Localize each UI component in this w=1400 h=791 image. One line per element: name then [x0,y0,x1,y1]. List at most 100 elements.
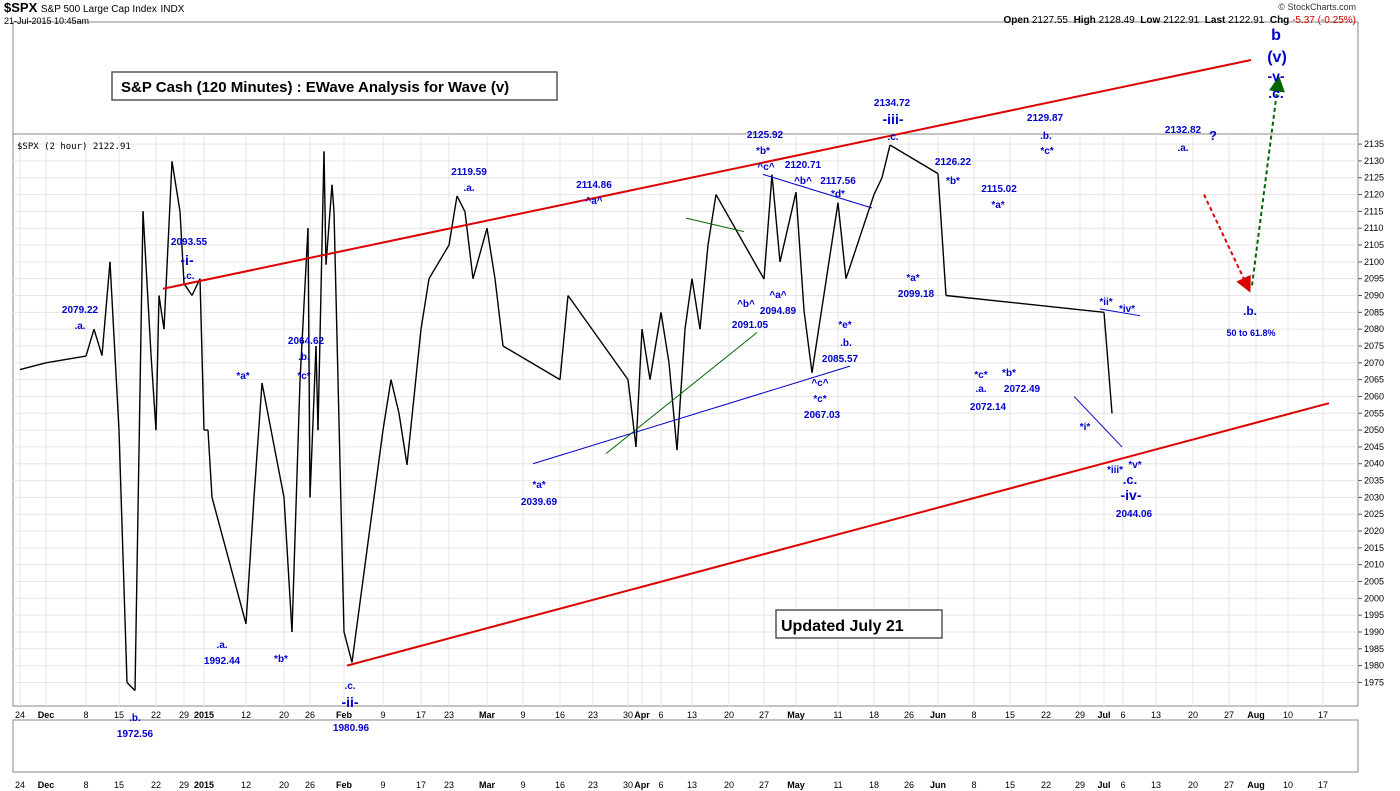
x-tick-label-lower: 6 [658,780,663,790]
chg-label: Chg [1269,15,1290,26]
updated-label: Updated July 21 [781,618,904,635]
y-tick-label: 2020 [1364,526,1384,536]
blue-trendline [532,365,851,465]
price-segment [134,211,144,691]
price-segment [627,379,637,448]
price-segment [163,161,173,330]
wave-annotation: -i- [180,252,194,268]
wave-annotation: 2129.87 [1027,113,1064,124]
wave-annotation: 2094.89 [760,306,797,317]
wave-annotation: -ii- [341,694,358,710]
x-tick-label-lower: Jun [930,780,946,790]
price-segment [171,161,181,212]
x-tick-label-lower: 17 [1318,780,1328,790]
y-tick-label: 2075 [1364,341,1384,351]
y-tick-label: 1975 [1364,677,1384,687]
x-tick-label: 8 [971,710,976,720]
x-tick-label-lower: 2015 [194,780,214,790]
y-tick-label: 2015 [1364,543,1384,553]
wave-annotation: 2132.82 [1165,125,1202,136]
price-segment [691,278,701,330]
y-tick-label: 1995 [1364,610,1384,620]
price-segment [333,211,345,632]
x-tick-label: Mar [479,710,496,720]
wave-annotation: *iii* [1107,465,1123,476]
wave-annotation: .a. [74,321,85,332]
x-tick-label: 6 [658,710,663,720]
price-segment [323,151,327,265]
x-tick-label: 8 [83,710,88,720]
x-tick-label-lower: 10 [1283,780,1293,790]
price-segment [211,497,247,624]
wave-annotation: ^c^ [811,378,828,389]
x-tick-label: 23 [588,710,598,720]
x-tick-label-lower: 29 [1075,780,1085,790]
green-trendline [605,332,758,455]
price-segment [803,310,813,373]
x-tick-label: Aug [1247,710,1265,720]
timestamp: 21-Jul-2015 10:45am [4,16,90,26]
wave-annotation: *v* [1128,460,1141,471]
x-tick-label-lower: 17 [416,780,426,790]
price-segment [307,228,311,498]
wave-annotation: 2126.22 [935,157,972,168]
x-tick-label: Jun [930,710,946,720]
wave-annotation: .b. [1243,304,1257,318]
price-segment [1103,312,1113,414]
price-segment [472,228,488,279]
low-value: 2122.91 [1163,15,1200,26]
wave-annotation: b [1271,27,1281,44]
x-tick-label: 6 [1120,710,1125,720]
price-segment [676,329,686,451]
y-tick-label: 2060 [1364,391,1384,401]
symbol-title: $SPX S&P 500 Large Cap Index INDX [4,0,184,15]
price-segment [707,194,717,246]
x-tick-label: 20 [279,710,289,720]
wave-annotation: 1980.96 [333,723,370,734]
x-tick-label-lower: 26 [305,780,315,790]
price-segment [245,497,255,624]
x-tick-label-lower: 22 [1041,780,1051,790]
y-tick-label: 2100 [1364,257,1384,267]
wave-annotation: 2125.92 [747,130,784,141]
price-segment [109,261,120,431]
price-segment [715,194,765,280]
x-tick-label-lower: 30 [623,780,633,790]
x-tick-label-lower: 12 [241,780,251,790]
x-tick-label: 24 [15,710,25,720]
wave-annotation: .c. [1268,85,1284,101]
price-segment [283,497,293,633]
wave-annotation: 2099.18 [898,289,935,300]
wave-annotation: 2044.06 [1116,509,1153,520]
x-tick-label: 20 [724,710,734,720]
x-tick-label-lower: 23 [444,780,454,790]
wave-annotation: *ii* [1099,297,1112,308]
price-segment [390,379,400,414]
y-tick-label: 2005 [1364,577,1384,587]
green-trendline [685,217,745,233]
price-segment [126,681,136,692]
x-tick-label: 27 [759,710,769,720]
x-tick-label: 11 [833,710,842,720]
wave-annotation: .b. [840,338,852,349]
x-tick-label-lower: 18 [869,780,879,790]
x-tick-label: 18 [869,710,879,720]
x-tick-label-lower: 24 [15,780,25,790]
y-tick-label: 2070 [1364,358,1384,368]
y-tick-label: 2115 [1364,206,1383,216]
upper-channel-line [162,58,1252,290]
wave-annotation: *iv* [1119,304,1135,315]
wave-annotation: 2115.02 [981,184,1017,195]
y-tick-label: 2105 [1364,240,1384,250]
wave-annotation: 2064.62 [288,336,325,347]
y-tick-label: 2125 [1364,173,1384,183]
series-label: $SPX (2 hour) 2122.91 [17,142,131,152]
price-segment [317,151,325,431]
x-tick-label-lower: Jul [1097,780,1110,790]
price-segment [101,261,111,356]
wave-annotation: 2093.55 [171,237,208,248]
wave-annotation: 1992.44 [204,656,241,667]
price-segment [325,184,333,265]
x-tick-label-lower: 9 [520,780,525,790]
wave-annotation: 2072.49 [1004,384,1041,395]
